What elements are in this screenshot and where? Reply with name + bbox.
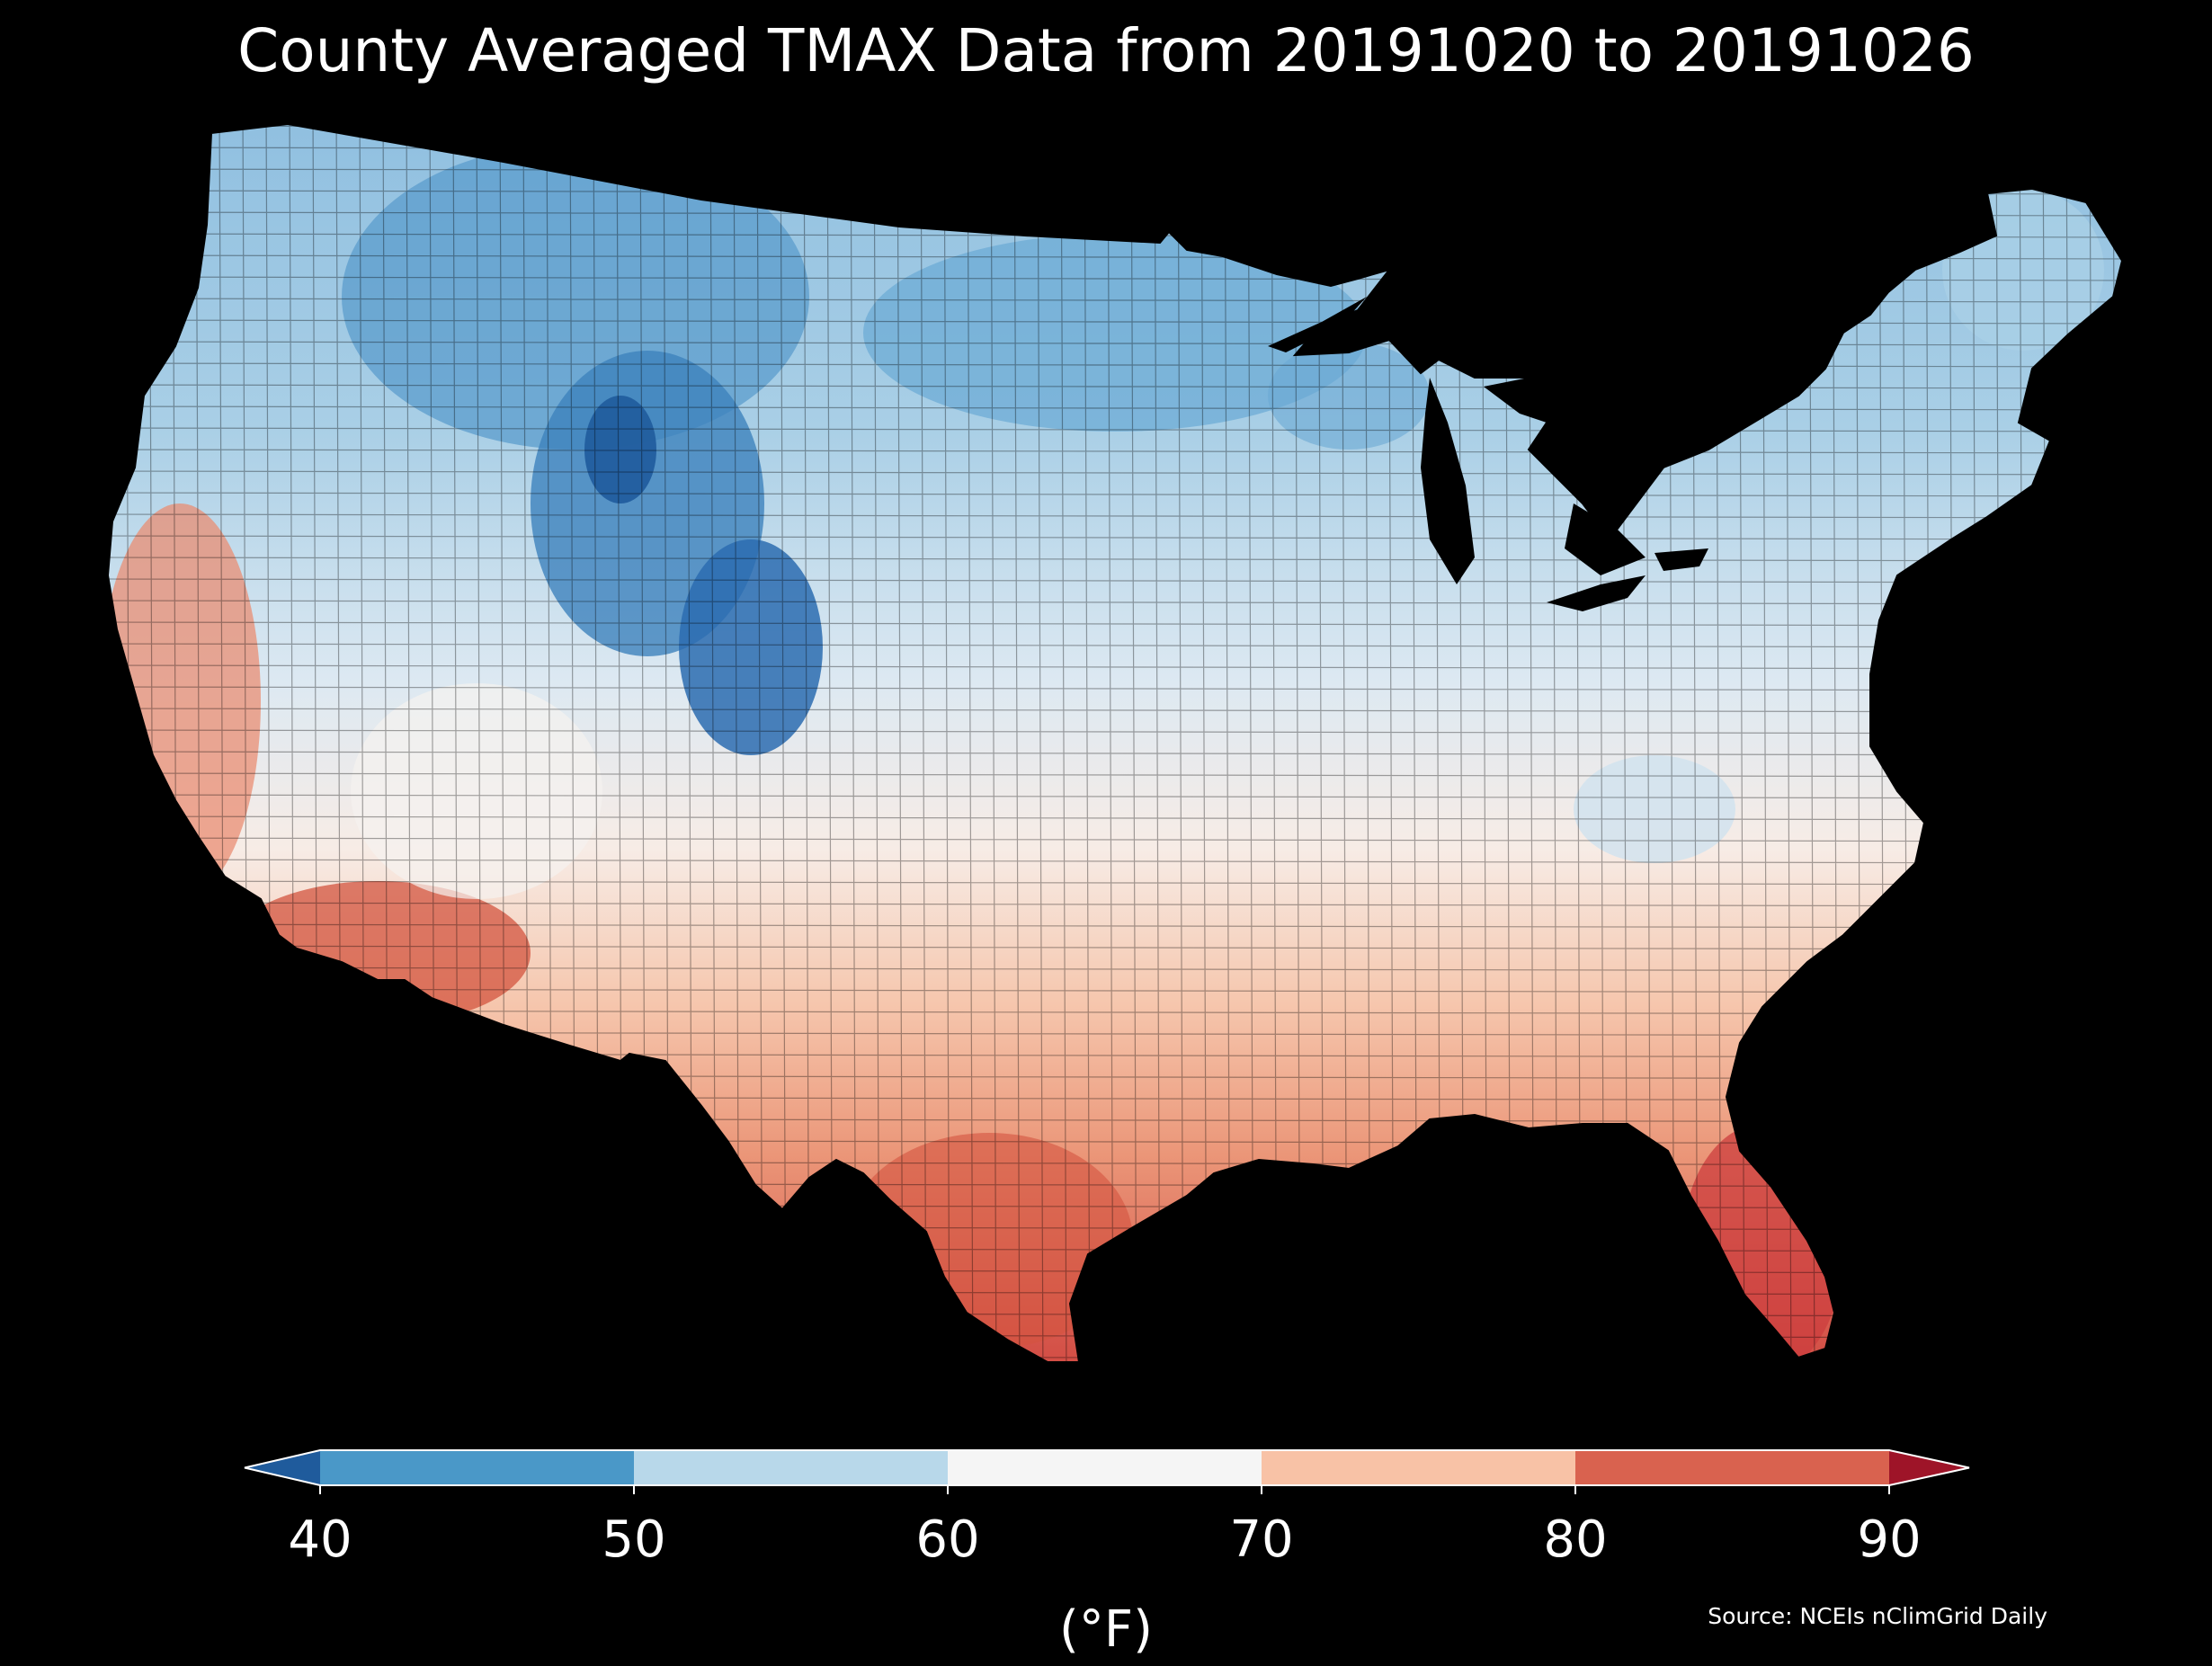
colorbar-tick-label: 60: [915, 1510, 980, 1569]
colorbar-tick-label: 80: [1543, 1510, 1608, 1569]
source-credit: Source: NCEIs nClimGrid Daily: [1708, 1603, 2047, 1629]
colorbar-tick-label: 90: [1857, 1510, 1922, 1569]
colorbar-bin: [948, 1450, 1262, 1485]
colorbar-extend-low: [245, 1450, 320, 1485]
colorbar-unit-label: (°F): [1059, 1600, 1153, 1659]
colorbar-bin: [634, 1450, 948, 1485]
colorbar-extend-high: [1889, 1450, 1969, 1485]
colorbar-tick-label: 70: [1229, 1510, 1294, 1569]
colorbar-bin: [1575, 1450, 1889, 1485]
colorbar-bin: [1262, 1450, 1575, 1485]
colorbar-tick-label: 40: [288, 1510, 352, 1569]
colorbar-bin: [320, 1450, 634, 1485]
colorbar-tick-label: 50: [602, 1510, 666, 1569]
great-lakes: [1268, 297, 1708, 611]
map-title: County Averaged TMAX Data from 20191020 …: [237, 16, 1975, 85]
